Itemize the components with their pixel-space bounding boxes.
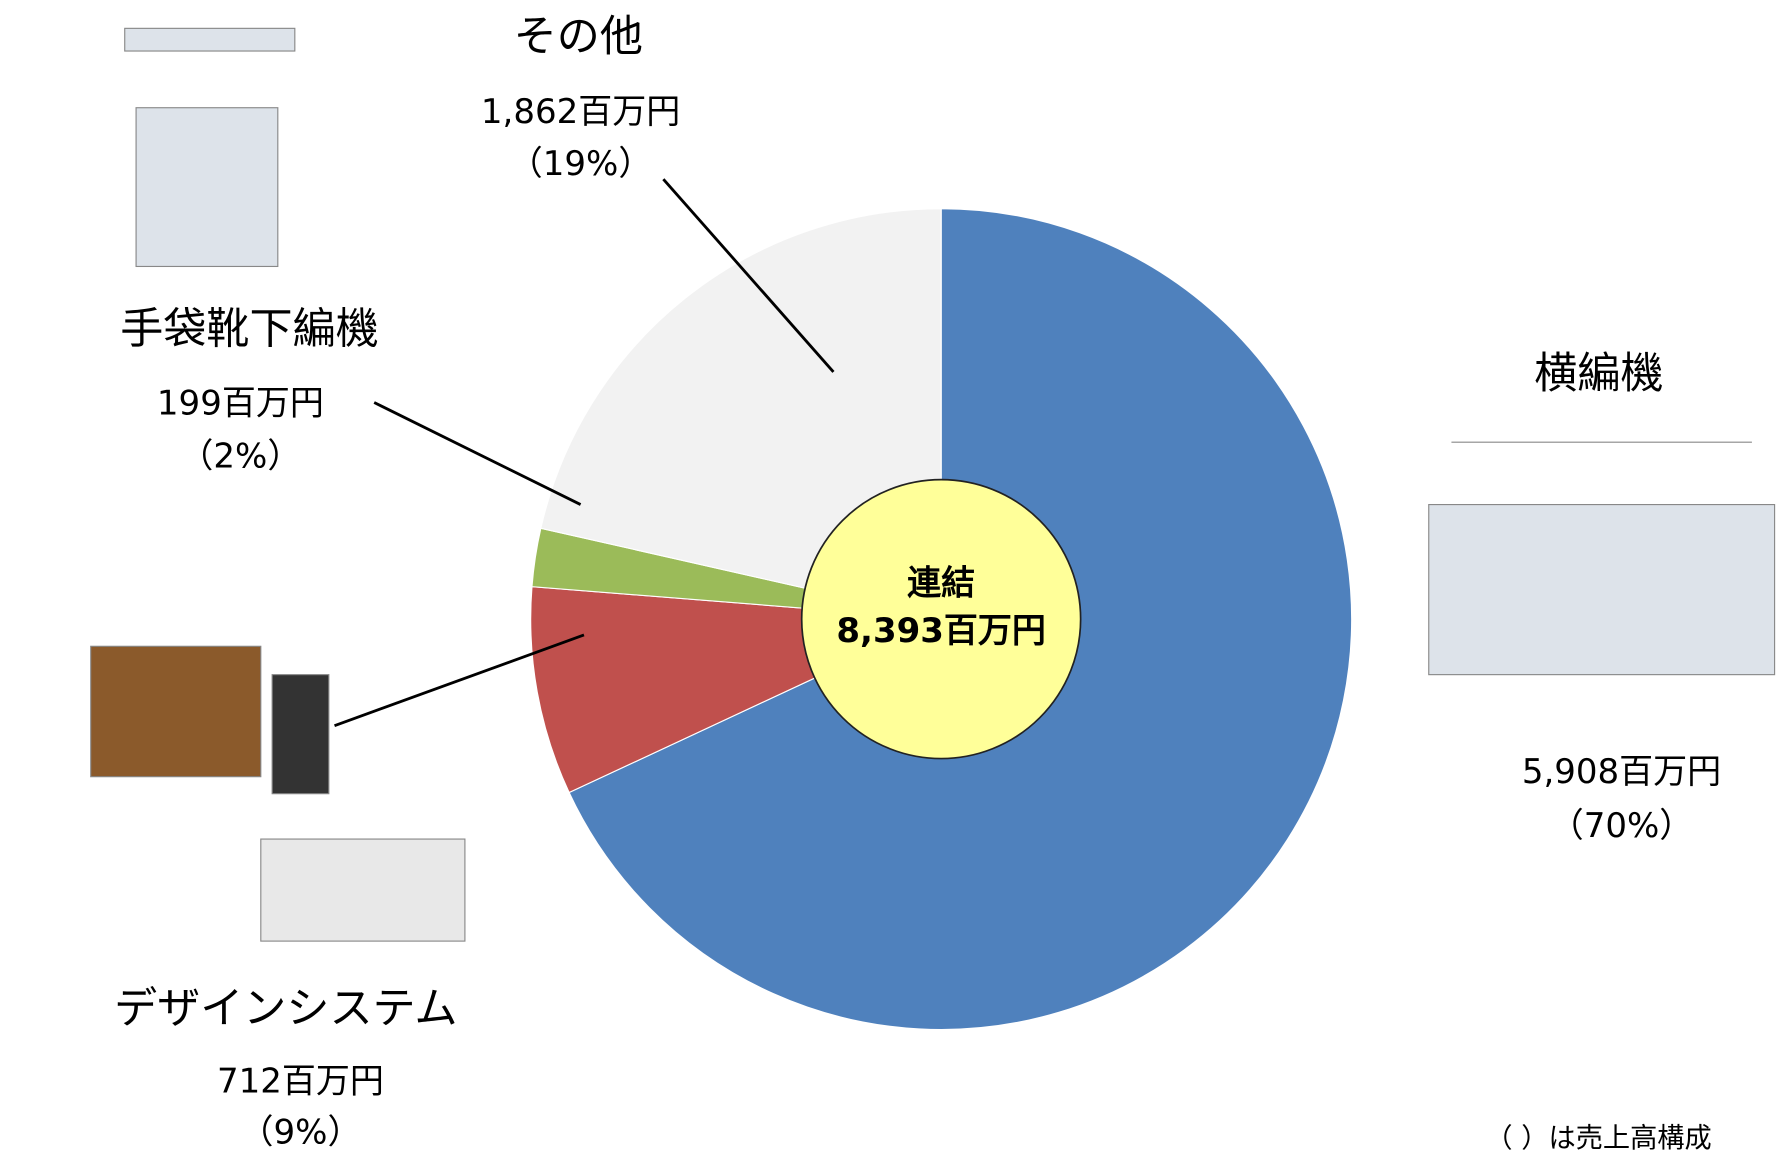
leader-line <box>374 403 580 505</box>
value-label: 199百万円 <box>157 383 324 423</box>
center-label: 連結 <box>907 564 975 604</box>
category-label: デザインシステム <box>114 984 457 1034</box>
chart: （ ）は売上高構成 連結 8,393百万円 横編機 5,908百万円 （70%） デザイン… <box>0 0 1778 1152</box>
center-total: 8,393百万円 <box>836 611 1046 651</box>
value-label: 5,908百万円 <box>1522 752 1721 792</box>
value-label: 1,862百万円 <box>481 92 680 132</box>
percent-label: （2%） <box>179 437 301 477</box>
percent-label: （9%） <box>240 1112 362 1152</box>
category-label: 手袋靴下編機 <box>120 305 378 355</box>
category-label: 横編機 <box>1534 349 1663 399</box>
flat-machine-image <box>1429 505 1775 675</box>
percent-label: （70%） <box>1550 806 1694 846</box>
category-label: その他 <box>514 12 643 62</box>
value-label: 712百万円 <box>217 1061 384 1101</box>
note: （ ）は売上高構成 <box>1485 1123 1711 1152</box>
glove-machine-image <box>125 28 295 51</box>
design-system-image <box>272 675 329 794</box>
percent-label: （19%） <box>509 144 653 184</box>
design-system-image <box>91 646 261 776</box>
design-system-image <box>261 839 465 941</box>
glove-machine-image <box>136 108 278 267</box>
